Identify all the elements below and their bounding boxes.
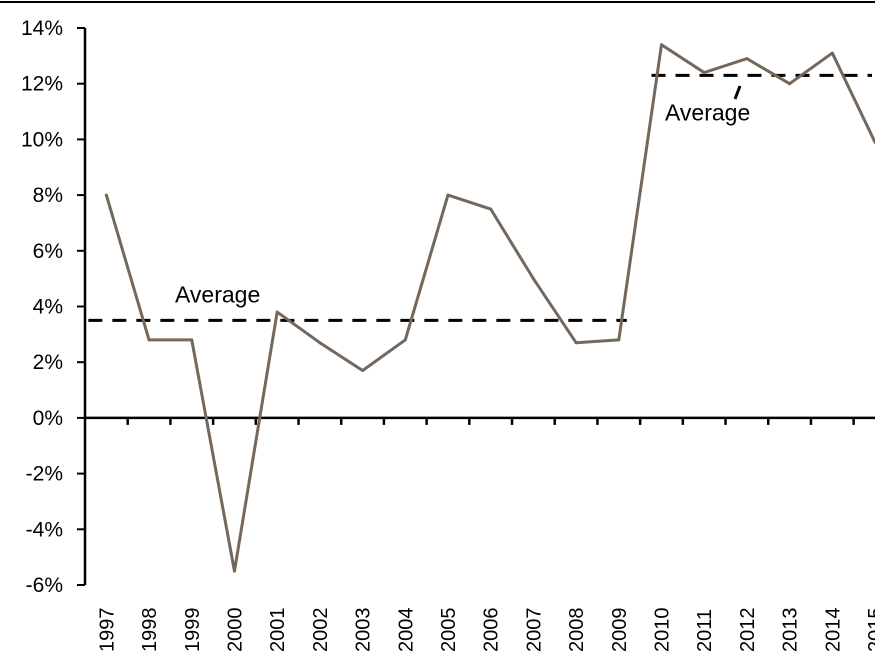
data-point (489, 207, 493, 211)
average-label: Average (175, 281, 260, 307)
y-tick-label: 2% (33, 351, 63, 374)
data-point (275, 310, 279, 314)
y-tick-label: 6% (33, 240, 63, 263)
x-tick-label: 2002 (310, 608, 332, 653)
x-tick-label: 2001 (267, 608, 289, 653)
y-axis-labels: -6% -4% -2% 0% 2% 4% 6% 8% 10% 12% 14% (21, 17, 63, 597)
x-tick-label: 2000 (224, 608, 246, 653)
y-tick-label: -6% (26, 574, 63, 597)
y-axis-ticks (77, 27, 85, 586)
x-tick-label: 2012 (737, 608, 759, 653)
x-axis-ticks (126, 417, 855, 425)
x-tick-label: 2003 (353, 608, 375, 653)
series-group (104, 43, 875, 573)
data-point (232, 569, 236, 573)
y-tick-label: 12% (21, 73, 63, 96)
x-tick-label: 2004 (395, 608, 417, 653)
data-point (361, 369, 365, 373)
y-tick-label: 14% (21, 17, 63, 40)
data-point (702, 71, 706, 75)
x-tick-label: 2013 (780, 608, 802, 653)
x-tick-label: 1999 (182, 608, 204, 653)
data-point (574, 341, 578, 345)
x-tick-label: 2006 (481, 608, 503, 653)
x-tick-label: 2011 (694, 609, 716, 652)
x-tick-label: 2005 (438, 608, 460, 653)
y-tick-label: -4% (26, 518, 63, 541)
y-tick-label: 4% (33, 296, 63, 319)
x-tick-label: 1998 (139, 608, 161, 653)
data-point (659, 43, 663, 47)
x-tick-label: 2014 (822, 608, 844, 653)
y-tick-label: 8% (33, 184, 63, 207)
x-tick-label: 2008 (566, 608, 588, 653)
x-tick-label: 2009 (609, 608, 631, 653)
x-tick-label: 2015 (865, 608, 875, 653)
data-point (617, 338, 621, 342)
data-point (190, 338, 194, 342)
x-tick-label: 1997 (96, 608, 118, 653)
data-point (104, 193, 108, 197)
data-point (788, 82, 792, 86)
data-point (147, 338, 151, 342)
average-label-leader (733, 85, 742, 100)
x-tick-label: 2010 (651, 608, 673, 653)
data-point (531, 277, 535, 281)
average-lines: Average Average (88, 73, 872, 322)
y-tick-label: -2% (26, 463, 63, 486)
data-point (745, 57, 749, 61)
x-tick-label: 2007 (523, 608, 545, 653)
data-point (830, 51, 834, 55)
data-point (318, 341, 322, 345)
data-point (446, 193, 450, 197)
y-tick-label: 10% (21, 128, 63, 151)
series-line (104, 43, 875, 573)
average-label: Average (665, 99, 750, 125)
x-axis-labels: 1997 1998 1999 2000 2001 2002 2003 2004 2005 2006… (96, 608, 875, 653)
y-tick-label: 0% (33, 407, 63, 430)
data-point (403, 338, 407, 342)
